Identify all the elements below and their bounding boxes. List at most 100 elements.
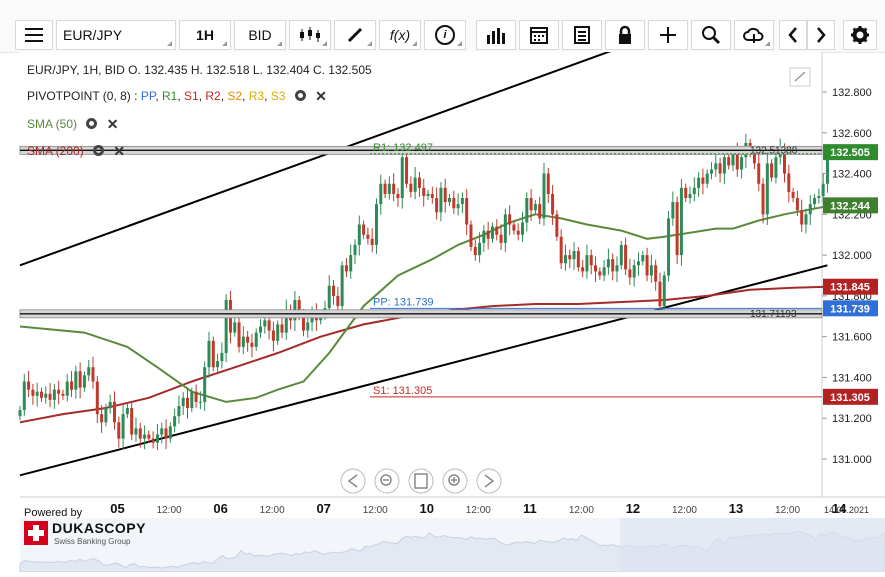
candle-body <box>636 261 640 266</box>
calendar-glyph <box>530 27 548 44</box>
candle-body <box>22 381 26 411</box>
sma50-label: SMA (50) <box>27 117 78 131</box>
price-tag <box>823 197 878 214</box>
candle-body <box>602 267 606 276</box>
menu-icon[interactable] <box>15 20 53 50</box>
hline-label: 132.51388 <box>750 145 798 156</box>
y-tick-label: 131.600 <box>832 332 872 344</box>
candle-body <box>95 381 99 415</box>
timeframe-select[interactable]: 1H <box>179 20 231 50</box>
zoom-icon[interactable] <box>691 20 731 50</box>
chevron-right-icon <box>484 474 495 488</box>
instrument-select[interactable]: EUR/JPY <box>56 20 176 50</box>
candle-body <box>52 389 56 400</box>
candle-body <box>529 198 533 211</box>
candle-body <box>448 198 451 203</box>
pencil-glyph <box>347 27 363 43</box>
candle-body <box>121 414 125 439</box>
candle-body <box>684 187 688 199</box>
sma200-label: SMA (200) <box>27 144 84 158</box>
side-select[interactable]: BID <box>234 20 286 50</box>
candle-body <box>525 198 529 223</box>
price-chart[interactable]: 132.51388 131.71193 R1: 132.497 PP: 131.739… <box>0 13 885 573</box>
candles-icon[interactable] <box>289 20 331 50</box>
sma200-close-icon[interactable]: ✕ <box>113 143 126 159</box>
function-icon[interactable]: f(x) <box>379 20 421 50</box>
candle-body <box>761 183 765 215</box>
sma50-close-icon[interactable]: ✕ <box>106 116 119 132</box>
candle-body <box>662 275 666 307</box>
candle-body <box>426 193 430 196</box>
swiss-cross-icon <box>24 521 48 545</box>
candle-body <box>138 428 142 439</box>
candle-body <box>344 265 348 272</box>
candle-body <box>589 255 593 266</box>
candle-body <box>396 193 400 199</box>
candle-body <box>628 269 632 278</box>
lock-icon[interactable] <box>605 20 645 50</box>
zoom-out-control[interactable] <box>374 468 400 494</box>
reset-zoom-icon <box>414 473 428 489</box>
pivotpoint-legend: PIVOTPOINT (0, 8) : PP, R1, S1, R2, S2, … <box>27 88 327 105</box>
candle-body <box>503 214 507 243</box>
crosshair-icon[interactable] <box>648 20 688 50</box>
scroll-right-control[interactable] <box>476 468 502 494</box>
candle-body <box>362 224 366 235</box>
crosshair-glyph <box>660 27 676 43</box>
sma50-settings-icon[interactable] <box>86 118 98 129</box>
candle-body <box>808 204 812 215</box>
calendar-icon[interactable] <box>519 20 559 50</box>
candle-body <box>757 163 761 184</box>
pivot-close-icon[interactable]: ✕ <box>315 88 327 104</box>
candle-body <box>490 226 494 239</box>
candle-body <box>469 224 473 247</box>
pivot-item-r2: R2 <box>205 89 221 103</box>
candle-body <box>740 157 744 170</box>
toolbar: EUR/JPY 1H BID f(x) i <box>0 0 885 53</box>
candle-body <box>173 416 177 427</box>
candle-body <box>271 330 275 341</box>
candle-body <box>190 391 194 409</box>
price-tag-label: 131.845 <box>830 282 870 294</box>
candle-body <box>44 393 48 398</box>
candle-body <box>632 265 636 278</box>
cloud-upload-icon[interactable] <box>734 20 774 50</box>
zoom-in-control[interactable] <box>442 468 468 494</box>
reset-zoom-control[interactable] <box>408 468 434 494</box>
candle-body <box>619 244 623 266</box>
news-icon[interactable] <box>562 20 602 50</box>
price-tag-label: 131.305 <box>830 392 870 404</box>
pivot-item-s2: S2 <box>227 89 243 103</box>
candle-body <box>568 255 572 260</box>
scroll-left-control[interactable] <box>340 468 366 494</box>
logo-sub: Swiss Banking Group <box>54 537 131 546</box>
sma200-settings-icon[interactable] <box>93 145 105 156</box>
candle-body <box>559 236 563 264</box>
candle-body <box>280 324 284 333</box>
gear-icon[interactable] <box>843 20 877 50</box>
volume-bars-icon[interactable] <box>476 20 516 50</box>
chevron-left-icon <box>347 474 358 488</box>
pivot-settings-icon[interactable] <box>294 90 306 101</box>
expand-arrow <box>794 71 806 82</box>
candle-body <box>456 204 460 209</box>
x-tick-label: 06 <box>213 501 227 516</box>
candle-body <box>692 187 696 194</box>
candle-body <box>624 244 628 270</box>
pencil-icon[interactable] <box>334 20 376 50</box>
sma200-legend: SMA (200) ✕ <box>27 143 125 160</box>
plot-background <box>20 52 822 497</box>
candle-body <box>353 244 357 256</box>
candle-body <box>649 265 653 276</box>
candle-body <box>718 163 722 174</box>
info-icon[interactable]: i <box>424 20 466 50</box>
arrow-left-icon[interactable] <box>779 20 807 50</box>
candle-body <box>70 381 74 390</box>
price-tag-label: 132.244 <box>830 200 871 212</box>
arrow-right-icon[interactable] <box>807 20 835 50</box>
candle-body <box>495 226 499 235</box>
candle-body <box>198 401 202 403</box>
pivotpoint-sep: : <box>134 89 138 103</box>
candle-body <box>147 434 151 439</box>
chart-area[interactable]: 132.51388 131.71193 R1: 132.497 PP: 131.739… <box>0 13 885 573</box>
